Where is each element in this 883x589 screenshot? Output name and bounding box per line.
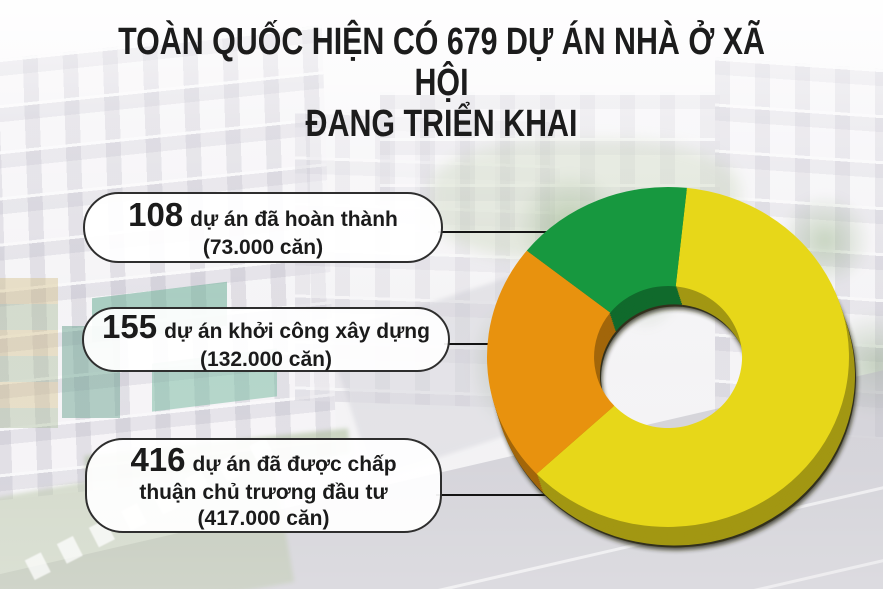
callout-approved: 416 dự án đã được chấp thuận chủ trương đ… bbox=[85, 438, 442, 533]
callout-under-construction-units: (132.000 căn) bbox=[200, 347, 332, 371]
callout-approved-text: dự án đã được chấp thuận chủ trương đầu … bbox=[139, 452, 397, 505]
page-title: TOÀN QUỐC HIỆN CÓ 679 DỰ ÁN NHÀ Ở XÃ HỘI… bbox=[88, 22, 794, 145]
callout-approved-line: 416 dự án đã được chấp thuận chủ trương đ… bbox=[101, 440, 426, 506]
title-line-1: TOÀN QUỐC HIỆN CÓ 679 DỰ ÁN NHÀ Ở XÃ HỘI bbox=[118, 21, 765, 104]
callout-completed: 108 dự án đã hoàn thành (73.000 căn) bbox=[83, 192, 443, 263]
callout-under-construction-line: 155 dự án khởi công xây dựng bbox=[102, 307, 430, 347]
callout-under-construction-text: dự án khởi công xây dựng bbox=[164, 319, 430, 343]
callout-line-approved bbox=[436, 494, 546, 496]
callout-approved-units: (417.000 căn) bbox=[197, 506, 330, 530]
callout-completed-units: (73.000 căn) bbox=[202, 235, 324, 259]
callout-under-construction-number: 155 bbox=[102, 307, 158, 345]
callout-line-under-construction bbox=[444, 343, 500, 345]
title-line-2: ĐANG TRIỂN KHAI bbox=[305, 103, 578, 145]
callout-approved-number: 416 bbox=[130, 440, 186, 478]
callout-under-construction: 155 dự án khởi công xây dựng (132.000 căn… bbox=[82, 307, 450, 372]
callout-line-completed bbox=[438, 231, 570, 233]
callout-completed-line: 108 dự án đã hoàn thành bbox=[128, 195, 398, 235]
callout-completed-number: 108 bbox=[128, 195, 184, 233]
callout-completed-text: dự án đã hoàn thành bbox=[190, 207, 398, 231]
